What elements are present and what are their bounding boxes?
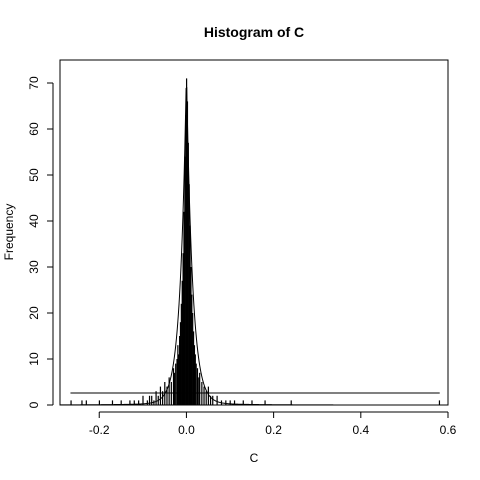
histogram-bar xyxy=(179,322,182,405)
y-tick-label: 20 xyxy=(27,306,41,320)
x-axis: -0.2 0.0 0.2 0.4 0.6 xyxy=(89,411,457,437)
histogram-bar xyxy=(70,400,72,405)
histogram-bars xyxy=(70,78,441,406)
x-axis-label: C xyxy=(250,451,259,465)
histogram-bar xyxy=(185,115,187,405)
histogram-bar xyxy=(205,391,207,405)
histogram-bar xyxy=(85,400,87,405)
y-tick-label: 40 xyxy=(27,214,41,228)
histogram-bar xyxy=(189,225,191,405)
chart-title: Histogram of C xyxy=(204,24,304,40)
histogram-bar xyxy=(172,368,175,405)
histogram-bar xyxy=(186,101,189,406)
histogram-bar xyxy=(216,395,218,405)
histogram-bar xyxy=(98,400,100,405)
histogram-bar xyxy=(242,400,244,405)
x-tick-label: 0.4 xyxy=(352,423,369,437)
histogram-bar xyxy=(264,400,266,405)
histogram-bar xyxy=(190,267,192,405)
histogram-bar xyxy=(111,400,114,405)
y-tick-label: 70 xyxy=(27,76,41,90)
histogram-bar xyxy=(187,142,189,406)
histogram-bar xyxy=(212,395,214,405)
y-axis: 0 10 20 30 40 50 60 70 xyxy=(27,76,54,408)
histogram-bar xyxy=(155,391,157,405)
histogram-bar xyxy=(196,368,199,405)
histogram-bar xyxy=(151,395,153,405)
histogram-bar xyxy=(133,400,135,405)
histogram-bar xyxy=(233,400,236,405)
y-tick-label: 0 xyxy=(27,401,41,408)
histogram-bar xyxy=(203,386,205,405)
histogram-bar xyxy=(173,372,175,405)
histogram-bar xyxy=(142,395,144,405)
x-tick-label: 0.0 xyxy=(178,423,195,437)
histogram-bar xyxy=(207,386,209,405)
y-tick-label: 10 xyxy=(27,352,41,366)
histogram-bar xyxy=(177,345,179,405)
histogram-bar xyxy=(251,400,253,405)
histogram-bar xyxy=(166,386,168,405)
x-tick-label: 0.2 xyxy=(265,423,282,437)
histogram-bar xyxy=(438,400,441,405)
x-tick-label: -0.2 xyxy=(89,423,110,437)
histogram-bar xyxy=(229,400,231,405)
histogram-bar xyxy=(182,253,184,405)
histogram-bar xyxy=(198,377,200,405)
histogram-bar xyxy=(180,303,182,405)
histogram-bar xyxy=(179,336,181,405)
histogram-bar xyxy=(195,363,197,405)
histogram-bar xyxy=(178,354,180,405)
histogram-bar xyxy=(184,156,186,405)
density-curve xyxy=(60,87,448,406)
y-axis-label: Frequency xyxy=(2,204,16,261)
histogram-bar xyxy=(192,331,195,405)
x-tick-label: 0.6 xyxy=(440,423,457,437)
histogram-bar xyxy=(138,400,140,405)
histogram-bar xyxy=(192,313,194,405)
histogram-bar xyxy=(185,78,188,406)
histogram-bar xyxy=(81,400,83,405)
histogram-bar xyxy=(199,372,201,405)
histogram-bar xyxy=(120,400,122,405)
histogram-bar xyxy=(191,294,193,405)
histogram-bar xyxy=(146,400,148,405)
histogram-bar xyxy=(194,354,196,405)
histogram-bar xyxy=(183,211,185,405)
histogram-bar xyxy=(193,345,196,405)
histogram-bar xyxy=(176,359,178,405)
histogram-bar xyxy=(129,400,131,405)
histogram-bar xyxy=(175,363,177,405)
histogram-bar xyxy=(209,395,212,405)
y-tick-label: 60 xyxy=(27,122,41,136)
y-tick-label: 30 xyxy=(27,260,41,274)
histogram-bar xyxy=(148,395,151,405)
histogram-bar xyxy=(181,280,183,405)
histogram-bar xyxy=(162,391,164,405)
histogram-bar xyxy=(168,377,170,405)
histogram-bar xyxy=(290,400,292,405)
histogram-bar xyxy=(225,400,227,405)
histogram-bar xyxy=(159,386,162,405)
histogram-bar xyxy=(188,184,190,405)
y-tick-label: 50 xyxy=(27,168,41,182)
